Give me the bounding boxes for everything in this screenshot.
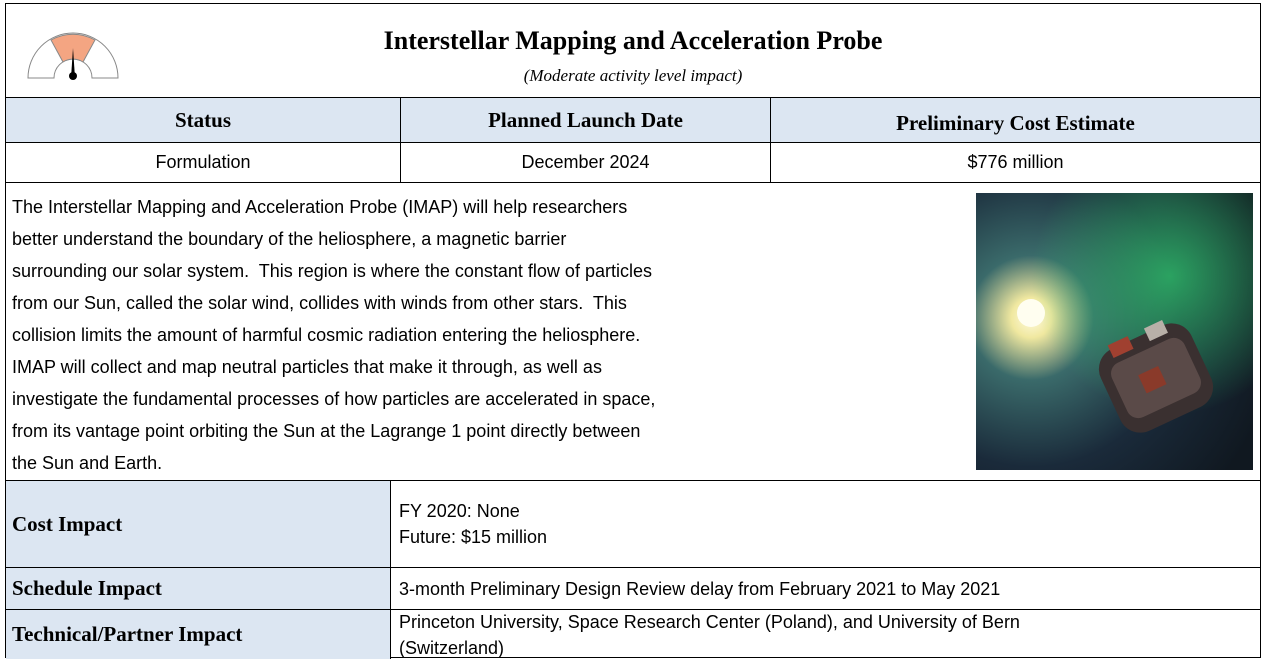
cost-value: $776 million [967, 152, 1064, 172]
impact-line: Future: $15 million [399, 527, 548, 547]
description-line: investigate the fundamental processes of… [12, 389, 656, 409]
impact-label: Schedule Impact [6, 568, 391, 609]
column-header: Preliminary Cost Estimate [896, 110, 1135, 135]
launch-value: December 2024 [401, 143, 771, 182]
description-line: surrounding our solar system. This regio… [12, 261, 652, 281]
description-line: from our Sun, called the solar wind, col… [12, 293, 627, 313]
description-line: from its vantage point orbiting the Sun … [12, 421, 641, 441]
impact-line: 3-month Preliminary Design Review delay … [399, 578, 1001, 599]
subtitle: (Moderate activity level impact) [523, 66, 743, 85]
document: Interstellar Mapping and Acceleration Pr… [5, 3, 1261, 659]
description-line: collision limits the amount of harmful c… [12, 325, 641, 345]
summary-header: Status Planned Launch Date Preliminary C… [6, 98, 1260, 143]
impact-label: Cost Impact [6, 481, 391, 567]
description-line: better understand the boundary of the he… [12, 229, 567, 249]
description-line: The Interstellar Mapping and Acceleratio… [12, 197, 628, 217]
impact-value: 3-month Preliminary Design Review delay … [391, 568, 1260, 609]
status-value: Formulation [6, 143, 401, 182]
impact-value: FY 2020: None Future: $15 million [391, 481, 1260, 567]
description: The Interstellar Mapping and Acceleratio… [12, 191, 655, 479]
column-header: Planned Launch Date [401, 98, 771, 142]
impact-line: (Switzerland) [399, 637, 505, 658]
description-row: The Interstellar Mapping and Acceleratio… [6, 183, 1260, 481]
title: Interstellar Mapping and Acceleration Pr… [383, 26, 883, 55]
title-block: Interstellar Mapping and Acceleration Pr… [6, 4, 1260, 98]
impact-value: Princeton University, Space Research Cen… [391, 610, 1260, 659]
summary-values: Formulation December 2024 $776 million [6, 143, 1260, 183]
column-header: Status [6, 98, 401, 142]
impact-label: Technical/Partner Impact [6, 610, 391, 659]
impact-row: Technical/Partner Impact Princeton Univer… [6, 610, 1260, 659]
description-line: the Sun and Earth. [12, 453, 163, 473]
impact-line: FY 2020: None [399, 501, 520, 521]
gauge-icon [27, 32, 119, 80]
impact-row: Cost Impact FY 2020: None Future: $15 mill… [6, 481, 1260, 568]
description-line: IMAP will collect and map neutral partic… [12, 357, 602, 377]
impact-row: Schedule Impact 3-month Preliminary Desig… [6, 568, 1260, 610]
spacecraft-image [976, 193, 1253, 470]
impact-line: Princeton University, Space Research Cen… [399, 611, 1020, 632]
